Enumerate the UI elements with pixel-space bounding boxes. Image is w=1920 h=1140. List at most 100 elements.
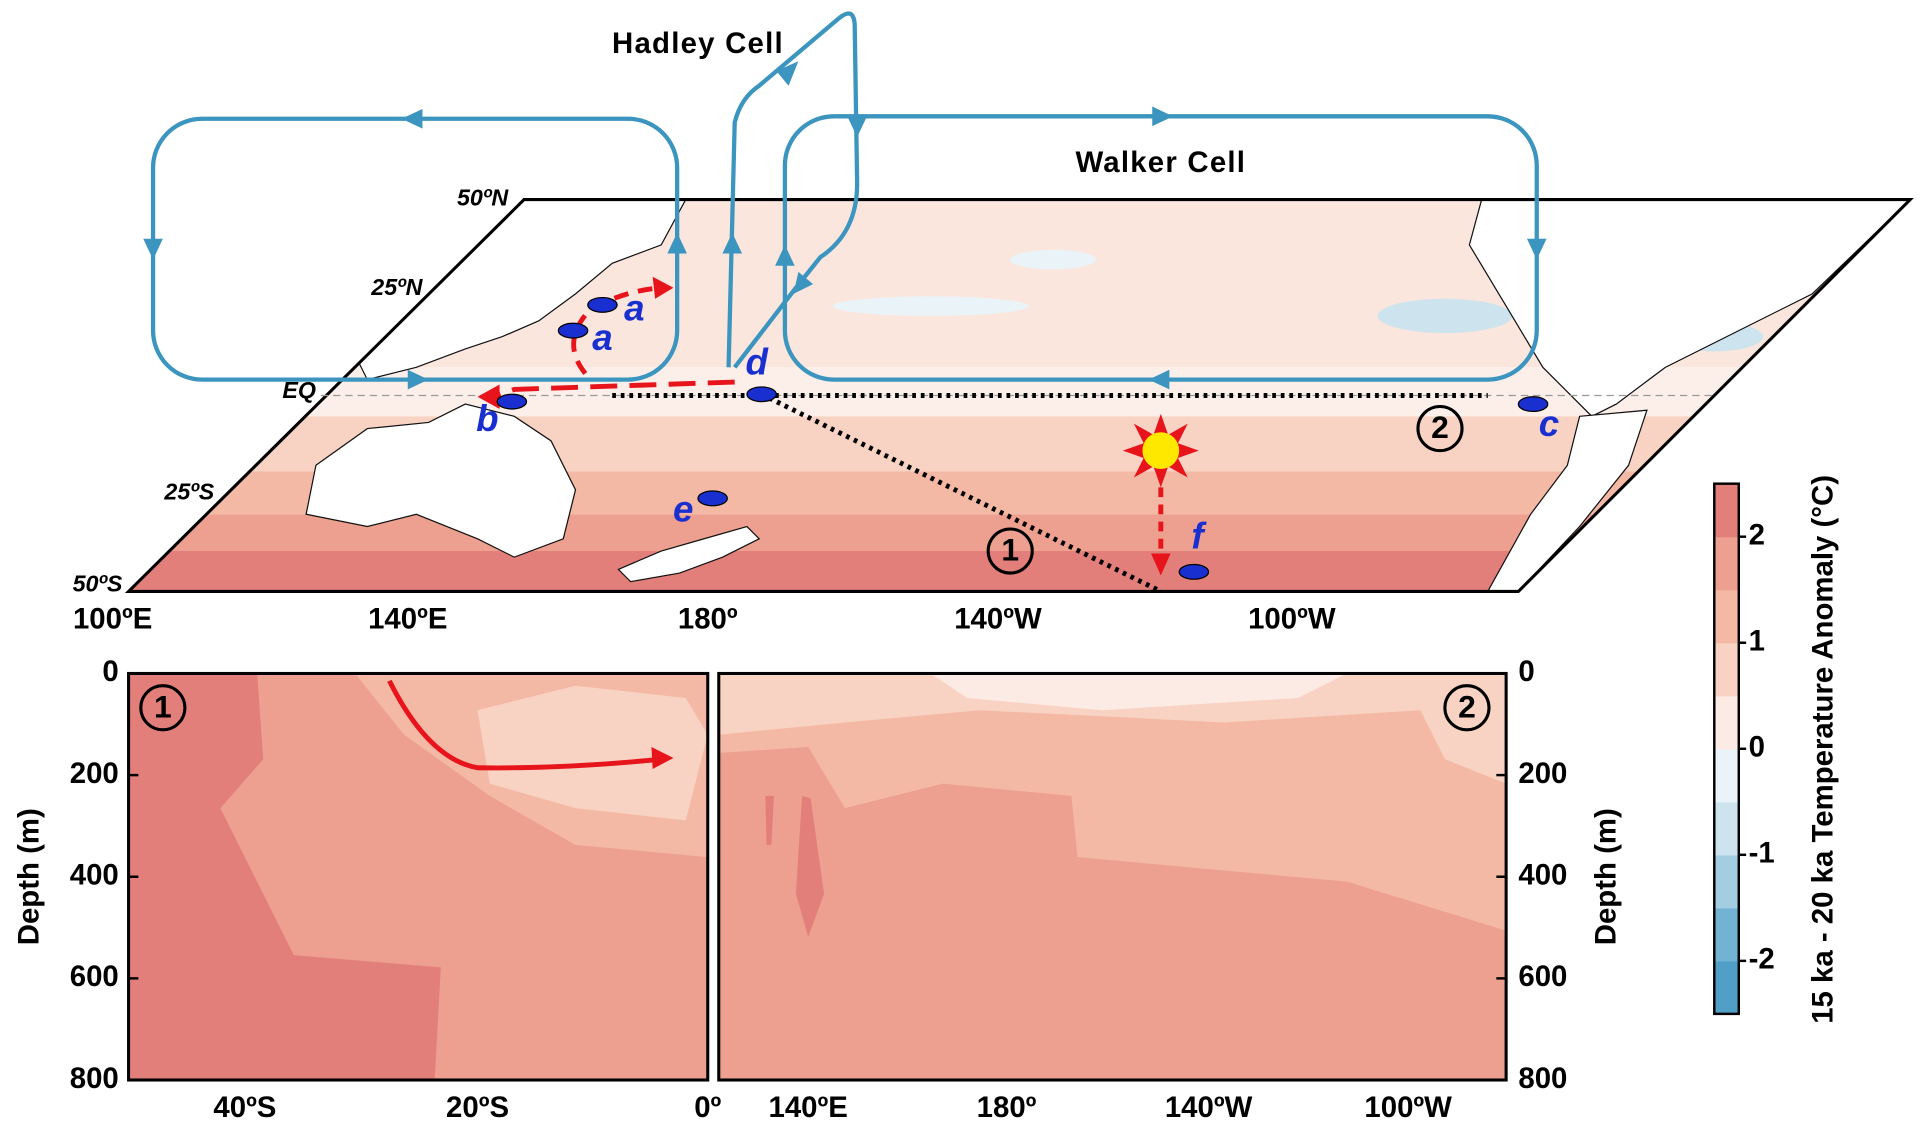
flow-arrowhead — [1151, 553, 1171, 576]
y-tick-label: 400 — [1518, 859, 1567, 892]
section-fill — [477, 685, 708, 821]
arrowhead — [776, 61, 799, 86]
cool-anomaly — [1377, 298, 1513, 334]
section-1: 1 40ºS 20ºS 0º — [127, 671, 722, 1124]
section-label: 1 — [154, 688, 172, 724]
ocean-band — [128, 514, 1911, 552]
colorbar-tick-label: 1 — [1749, 625, 1765, 658]
cool-anomaly — [832, 296, 1029, 316]
x-tick-label: 40ºS — [213, 1091, 276, 1124]
flow-arrowhead — [477, 384, 500, 409]
site-label: d — [746, 342, 770, 383]
colorbar-band — [1714, 748, 1739, 803]
x-tick-label: 140ºE — [768, 1091, 847, 1124]
lat-label: 50ºN — [457, 185, 509, 211]
ocean-band — [128, 551, 1911, 592]
flow-arrowhead — [652, 276, 674, 299]
site-marker — [697, 490, 728, 507]
transect-line — [760, 392, 1162, 594]
colorbar-band — [1714, 907, 1739, 962]
land-north-america — [1468, 199, 1911, 418]
land-south-america — [1486, 409, 1648, 592]
colorbar-band — [1714, 695, 1739, 750]
transect-badge — [1416, 405, 1464, 453]
transect-label: 2 — [1431, 409, 1449, 445]
y-tick-label: 800 — [1518, 1062, 1567, 1095]
y-tick-label: 0 — [1518, 655, 1534, 688]
site-label: f — [1191, 515, 1207, 556]
map-frame — [124, 198, 1914, 593]
flow-arrowhead — [651, 746, 674, 769]
colorbar-band — [1714, 589, 1739, 644]
y-tick-label: 600 — [70, 960, 119, 993]
hadley-label: Hadley Cell — [612, 27, 784, 60]
site-marker — [1178, 563, 1210, 580]
transect-label: 1 — [1001, 532, 1019, 568]
loop-arrows — [143, 61, 1547, 390]
arrowhead — [793, 271, 814, 294]
arrowhead — [1148, 369, 1170, 390]
section-fill — [765, 795, 774, 845]
arrowhead — [407, 369, 429, 390]
site-marker — [1517, 396, 1549, 413]
lat-label: 50ºS — [73, 570, 123, 596]
lon-label: 180º — [678, 603, 738, 636]
colorbar-tick-label: 0 — [1749, 731, 1765, 764]
arrowhead — [847, 116, 867, 138]
arrowhead — [1526, 238, 1547, 260]
colorbar-band — [1714, 854, 1739, 909]
y-tick-label: 600 — [1518, 960, 1567, 993]
y-tick-label: 800 — [70, 1062, 119, 1095]
colorbar-band — [1714, 483, 1739, 538]
x-tick-label: 20ºS — [446, 1091, 509, 1124]
hadley-loop — [726, 11, 860, 369]
section-fill — [718, 673, 1507, 784]
colorbar-band — [1714, 801, 1739, 856]
section-fill — [930, 673, 1347, 711]
walker-label: Walker Cell — [1075, 146, 1246, 179]
colorbar-tick-label: 2 — [1749, 518, 1765, 551]
section-badge — [139, 684, 187, 732]
x-tick-label: 140ºW — [1165, 1091, 1253, 1124]
y-tick-label: 0 — [102, 655, 118, 688]
site-label: c — [1539, 403, 1559, 444]
y-axis-title: Depth (m) — [1590, 808, 1623, 945]
colorbar-band — [1714, 536, 1739, 591]
lon-label: 100ºW — [1248, 603, 1336, 636]
section-badge — [1443, 684, 1491, 732]
site-marker — [557, 322, 589, 339]
site-label: a — [592, 317, 612, 358]
lat-label: 25ºN — [370, 274, 423, 300]
site-marker — [746, 386, 777, 403]
lon-label: 140ºW — [954, 603, 1042, 636]
site-label: a — [624, 288, 644, 329]
cool-anomaly — [1010, 249, 1096, 270]
arrowhead — [667, 232, 687, 254]
colorbar-band — [1714, 642, 1739, 697]
lat-label: 25ºS — [163, 479, 214, 505]
x-tick-label: 0º — [694, 1091, 721, 1124]
arrowhead — [775, 244, 795, 266]
land-new-zealand — [617, 525, 761, 583]
section-fill — [128, 673, 441, 1080]
colorbar-band — [1714, 960, 1739, 1015]
y-tick-label: 200 — [1518, 757, 1567, 790]
lon-label: 100ºE — [73, 603, 152, 636]
section-2: 2 140ºE 180º 140ºW 100ºW — [717, 671, 1508, 1124]
flow-path — [387, 679, 662, 771]
arrowhead — [143, 238, 163, 260]
section-fill — [718, 673, 1507, 931]
y-tick-label: 200 — [70, 757, 119, 790]
sun — [1122, 413, 1199, 488]
arrowhead — [722, 232, 743, 254]
x-tick-label: 100ºW — [1364, 1091, 1452, 1124]
site-label: e — [673, 489, 693, 530]
site-label: b — [476, 398, 498, 439]
transect-badge — [986, 527, 1034, 575]
sun-disk — [1142, 432, 1180, 469]
site-marker — [587, 296, 618, 313]
arrowhead — [1152, 106, 1174, 127]
section-fill — [795, 795, 825, 937]
